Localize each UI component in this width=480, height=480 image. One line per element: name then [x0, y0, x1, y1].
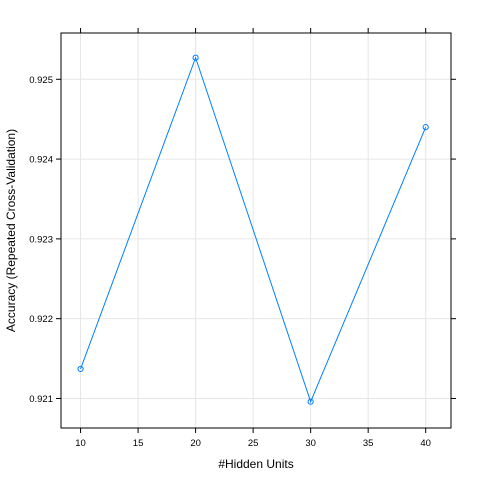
axis-ticks — [56, 28, 456, 433]
data-point-marker — [192, 54, 199, 61]
x-tick-label: 15 — [133, 438, 144, 449]
plot-frame — [60, 32, 452, 429]
y-tick-label: 0.925 — [29, 75, 53, 86]
x-tick-label: 40 — [420, 438, 431, 449]
y-tick-labels: 0.921 0.922 0.923 0.924 0.925 — [29, 75, 53, 405]
y-tick-label: 0.921 — [29, 394, 53, 405]
x-tick-label: 25 — [248, 438, 259, 449]
series — [77, 54, 429, 405]
y-tick-label: 0.923 — [29, 234, 53, 245]
data-point-marker — [307, 398, 314, 405]
data-point-marker — [422, 124, 429, 131]
grid — [61, 33, 451, 428]
x-tick-label: 10 — [75, 438, 86, 449]
y-tick-label: 0.924 — [29, 155, 53, 166]
y-tick-label: 0.922 — [29, 314, 53, 325]
x-tick-label: 30 — [305, 438, 316, 449]
y-axis-title: Accuracy (Repeated Cross-Validation) — [4, 129, 18, 332]
series-line — [80, 56, 427, 404]
x-axis-title: #Hidden Units — [218, 457, 293, 471]
x-tick-label: 35 — [363, 438, 374, 449]
data-point-marker — [77, 365, 84, 373]
x-tick-labels: 10 15 20 25 30 35 40 — [75, 438, 431, 449]
x-tick-label: 20 — [190, 438, 201, 449]
